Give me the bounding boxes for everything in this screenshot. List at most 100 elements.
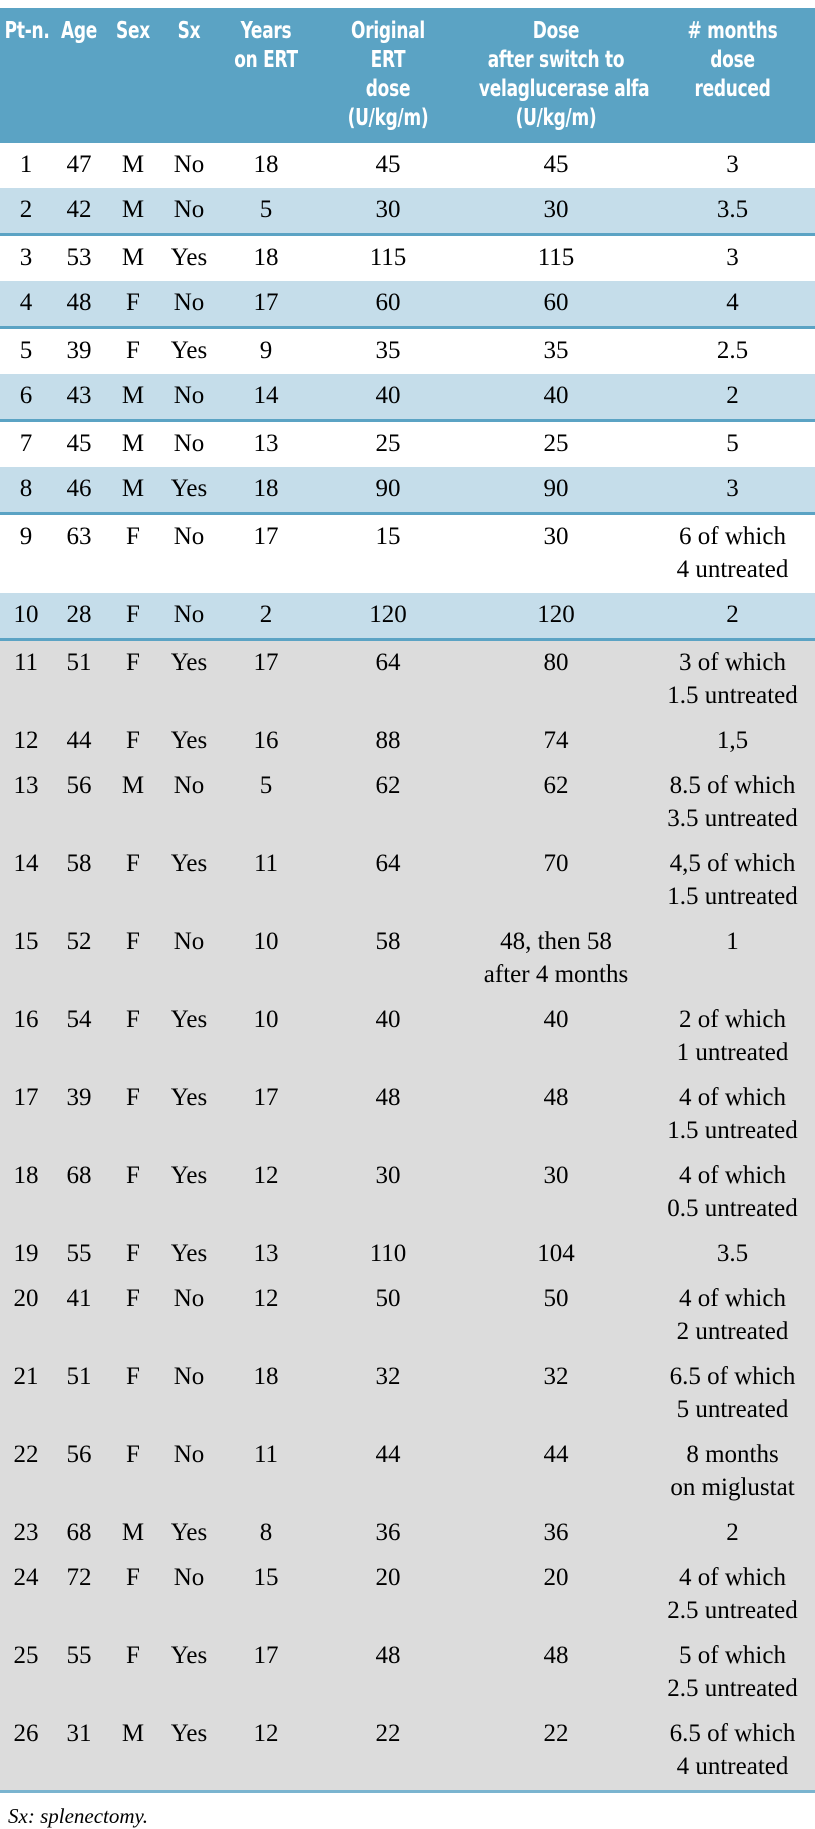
cell-ptn-value: 16 bbox=[13, 1006, 39, 1033]
cell-months-line-1: 1 bbox=[726, 928, 739, 955]
column-header-months-line-1: # months bbox=[687, 18, 778, 44]
cell-age: 52 bbox=[52, 920, 106, 998]
table-row: 20 41 F No 12 50 50 4 of which 2 untreated bbox=[0, 1277, 815, 1355]
cell-sx-value: Yes bbox=[170, 1006, 208, 1033]
cell-ptn: 25 bbox=[0, 1634, 52, 1712]
cell-sex: M bbox=[106, 1712, 160, 1793]
cell-months-line-1: 2 of which bbox=[679, 1006, 786, 1033]
cell-sx: No bbox=[160, 764, 218, 842]
table-footnote: Sx: splenectomy. bbox=[8, 1804, 148, 1828]
cell-months-line-1: 3 bbox=[726, 244, 739, 271]
cell-ptn-value: 8 bbox=[19, 475, 33, 502]
cell-sex-value: M bbox=[121, 772, 145, 799]
cell-age-value: 56 bbox=[66, 772, 92, 799]
cell-after: 90 bbox=[462, 467, 650, 515]
column-header-age-line-1: Age bbox=[60, 18, 98, 44]
cell-orig: 30 bbox=[314, 188, 462, 236]
cell-sex: F bbox=[106, 328, 160, 375]
cell-sx-value: Yes bbox=[170, 244, 208, 271]
cell-years: 16 bbox=[218, 719, 314, 764]
cell-months: 3.5 bbox=[650, 188, 815, 236]
cell-months: 2 bbox=[650, 593, 815, 641]
cell-years-value: 18 bbox=[253, 244, 279, 271]
patient-ert-dose-table: Pt-n. Age Sex Sx Years on ERT Original ERT dose (… bbox=[0, 8, 815, 1793]
cell-after-line-1: 50 bbox=[543, 1285, 569, 1312]
cell-sx-value: Yes bbox=[170, 1642, 208, 1669]
cell-months: 1,5 bbox=[650, 719, 815, 764]
cell-sx-value: No bbox=[173, 1564, 205, 1591]
cell-age-value: 51 bbox=[66, 1363, 92, 1390]
cell-orig-value: 50 bbox=[375, 1285, 401, 1312]
cell-after: 30 bbox=[462, 188, 650, 236]
cell-years: 13 bbox=[218, 1232, 314, 1277]
table-header-row: Pt-n. Age Sex Sx Years on ERT Original ERT dose (… bbox=[0, 8, 815, 143]
cell-orig: 40 bbox=[314, 374, 462, 422]
cell-years: 2 bbox=[218, 593, 314, 641]
cell-years: 17 bbox=[218, 1634, 314, 1712]
cell-sx-value: Yes bbox=[170, 1519, 208, 1546]
cell-after-line-1: 30 bbox=[543, 523, 569, 550]
cell-orig: 48 bbox=[314, 1076, 462, 1154]
cell-orig: 88 bbox=[314, 719, 462, 764]
cell-after: 25 bbox=[462, 421, 650, 468]
cell-ptn-value: 17 bbox=[13, 1084, 39, 1111]
cell-ptn-value: 9 bbox=[19, 523, 33, 550]
cell-sx: Yes bbox=[160, 328, 218, 375]
cell-sex: F bbox=[106, 998, 160, 1076]
table-row: 4 48 F No 17 60 60 4 bbox=[0, 281, 815, 329]
cell-ptn: 5 bbox=[0, 328, 52, 375]
cell-sx-value: No bbox=[173, 289, 205, 316]
cell-months: 3 bbox=[650, 467, 815, 515]
cell-age-value: 72 bbox=[66, 1564, 92, 1591]
cell-age: 41 bbox=[52, 1277, 106, 1355]
cell-sex: F bbox=[106, 1433, 160, 1511]
cell-after: 50 bbox=[462, 1277, 650, 1355]
cell-ptn-value: 20 bbox=[13, 1285, 39, 1312]
cell-sx-value: No bbox=[173, 430, 205, 457]
cell-sx: Yes bbox=[160, 1232, 218, 1277]
column-header-sex-line-1: Sex bbox=[116, 18, 150, 44]
cell-age: 53 bbox=[52, 235, 106, 282]
cell-years: 18 bbox=[218, 1355, 314, 1433]
cell-after-line-1: 22 bbox=[543, 1720, 569, 1747]
cell-after: 30 bbox=[462, 1154, 650, 1232]
cell-sx: Yes bbox=[160, 1634, 218, 1712]
cell-age-value: 42 bbox=[66, 196, 92, 223]
cell-sex-value: F bbox=[126, 1162, 140, 1189]
cell-sex-value: F bbox=[126, 1006, 140, 1033]
cell-ptn: 6 bbox=[0, 374, 52, 422]
cell-months-line-1: 6 of which bbox=[679, 523, 786, 550]
table-row: 10 28 F No 2 120 120 2 bbox=[0, 593, 815, 641]
cell-years-value: 17 bbox=[253, 1642, 279, 1669]
cell-months: 2 of which 1 untreated bbox=[650, 998, 815, 1076]
cell-after-line-1: 48, then 58 bbox=[500, 928, 612, 955]
cell-sx: No bbox=[160, 374, 218, 422]
cell-years-value: 5 bbox=[259, 772, 273, 799]
cell-sex: M bbox=[106, 1511, 160, 1556]
cell-years: 12 bbox=[218, 1712, 314, 1793]
cell-sx-value: No bbox=[173, 382, 205, 409]
cell-years: 10 bbox=[218, 920, 314, 998]
cell-sx-value: No bbox=[173, 1441, 205, 1468]
cell-age: 28 bbox=[52, 593, 106, 641]
cell-orig: 25 bbox=[314, 421, 462, 468]
cell-sex-value: F bbox=[126, 1240, 140, 1267]
cell-orig: 50 bbox=[314, 1277, 462, 1355]
cell-sx-value: Yes bbox=[170, 475, 208, 502]
cell-orig-value: 48 bbox=[375, 1642, 401, 1669]
cell-orig-value: 115 bbox=[369, 244, 407, 271]
cell-age-value: 54 bbox=[66, 1006, 92, 1033]
cell-after: 60 bbox=[462, 281, 650, 329]
cell-ptn: 26 bbox=[0, 1712, 52, 1793]
column-header-months: # months dose reduced bbox=[665, 8, 800, 143]
cell-age-value: 31 bbox=[66, 1720, 92, 1747]
cell-ptn: 2 bbox=[0, 188, 52, 236]
cell-after-line-1: 90 bbox=[543, 475, 569, 502]
column-header-orig-line-4: (U/kg/m) bbox=[347, 105, 429, 131]
cell-sex: M bbox=[106, 467, 160, 515]
cell-sex: M bbox=[106, 764, 160, 842]
cell-months-line-1: 3.5 bbox=[716, 1240, 749, 1267]
cell-months: 2.5 bbox=[650, 328, 815, 375]
cell-after: 36 bbox=[462, 1511, 650, 1556]
